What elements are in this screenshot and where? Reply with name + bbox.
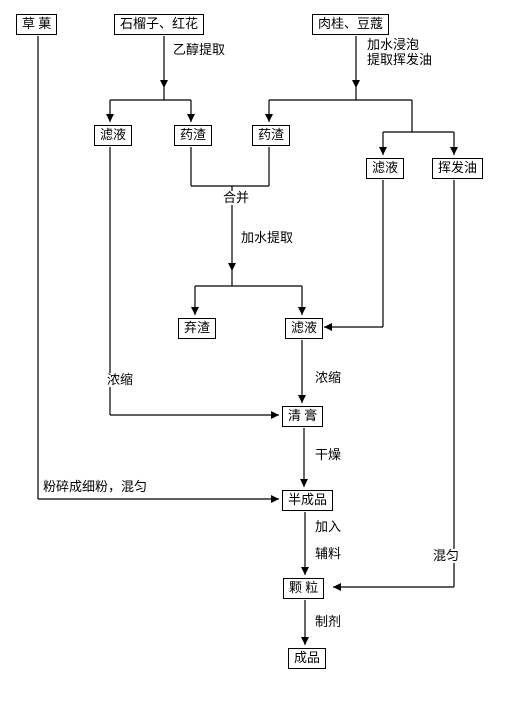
node-lvye-l: 滤液	[94, 125, 132, 146]
node-yaozha-l: 药渣	[174, 125, 212, 146]
flow-connectors	[0, 0, 512, 709]
node-yaozha-r: 药渣	[252, 125, 290, 146]
node-lvye-r: 滤液	[366, 158, 404, 179]
node-qinggao: 清 膏	[282, 406, 323, 427]
label-tiqufy: 提取挥发油	[366, 53, 433, 67]
label-yichun: 乙醇提取	[172, 43, 226, 57]
node-top-left: 石榴子、红花	[114, 14, 204, 35]
label-fuliao: 辅料	[314, 547, 342, 561]
label-hebing: 合并	[222, 191, 250, 205]
label-jiashui2: 加水提取	[240, 231, 294, 245]
label-nongsuo-l: 浓缩	[106, 373, 134, 387]
node-qizha: 弃渣	[178, 318, 216, 339]
label-hunyun: 混匀	[432, 549, 460, 563]
node-huifa: 挥发油	[432, 158, 483, 179]
node-top-right: 肉桂、豆蔻	[312, 14, 389, 35]
node-caoguo: 草 菓	[16, 14, 57, 35]
label-jiaru: 加入	[314, 520, 342, 534]
node-lvye-b: 滤液	[285, 318, 323, 339]
node-keli: 颗 粒	[283, 578, 324, 599]
node-chengpin: 成品	[288, 648, 326, 669]
node-bancheng: 半成品	[282, 490, 333, 511]
label-fensui: 粉碎成细粉，混匀	[42, 480, 148, 494]
label-zhiji: 制剂	[314, 615, 342, 629]
label-jiashui1: 加水浸泡	[366, 38, 420, 52]
label-nongsuo-r: 浓缩	[314, 371, 342, 385]
label-ganzao: 干燥	[314, 448, 342, 462]
